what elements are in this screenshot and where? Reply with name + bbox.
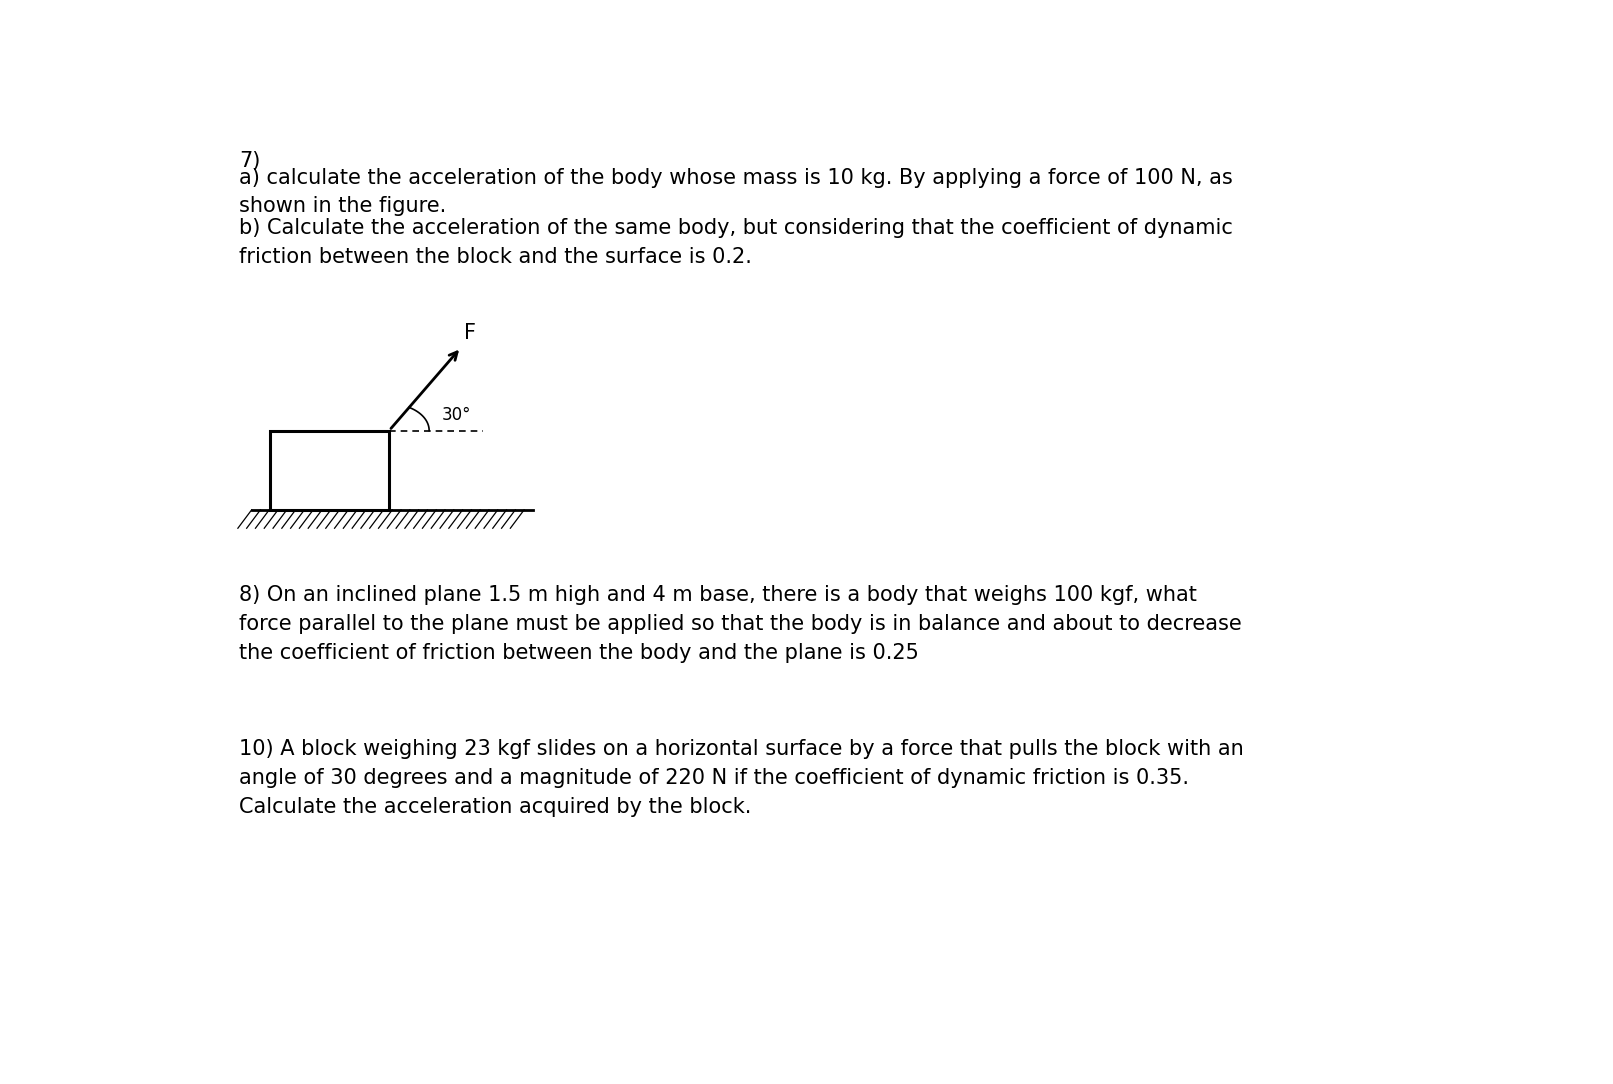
Text: 10) A block weighing 23 kgf slides on a horizontal surface by a force that pulls: 10) A block weighing 23 kgf slides on a … — [239, 739, 1244, 817]
Text: F: F — [463, 323, 476, 344]
Text: a) calculate the acceleration of the body whose mass is 10 kg. By applying a for: a) calculate the acceleration of the bod… — [239, 168, 1232, 217]
Text: 8) On an inclined plane 1.5 m high and 4 m base, there is a body that weighs 100: 8) On an inclined plane 1.5 m high and 4… — [239, 585, 1242, 662]
Bar — [271, 430, 389, 509]
Text: 30°: 30° — [442, 405, 471, 424]
Text: b) Calculate the acceleration of the same body, but considering that the coeffic: b) Calculate the acceleration of the sam… — [239, 218, 1232, 267]
Text: 7): 7) — [239, 151, 261, 171]
